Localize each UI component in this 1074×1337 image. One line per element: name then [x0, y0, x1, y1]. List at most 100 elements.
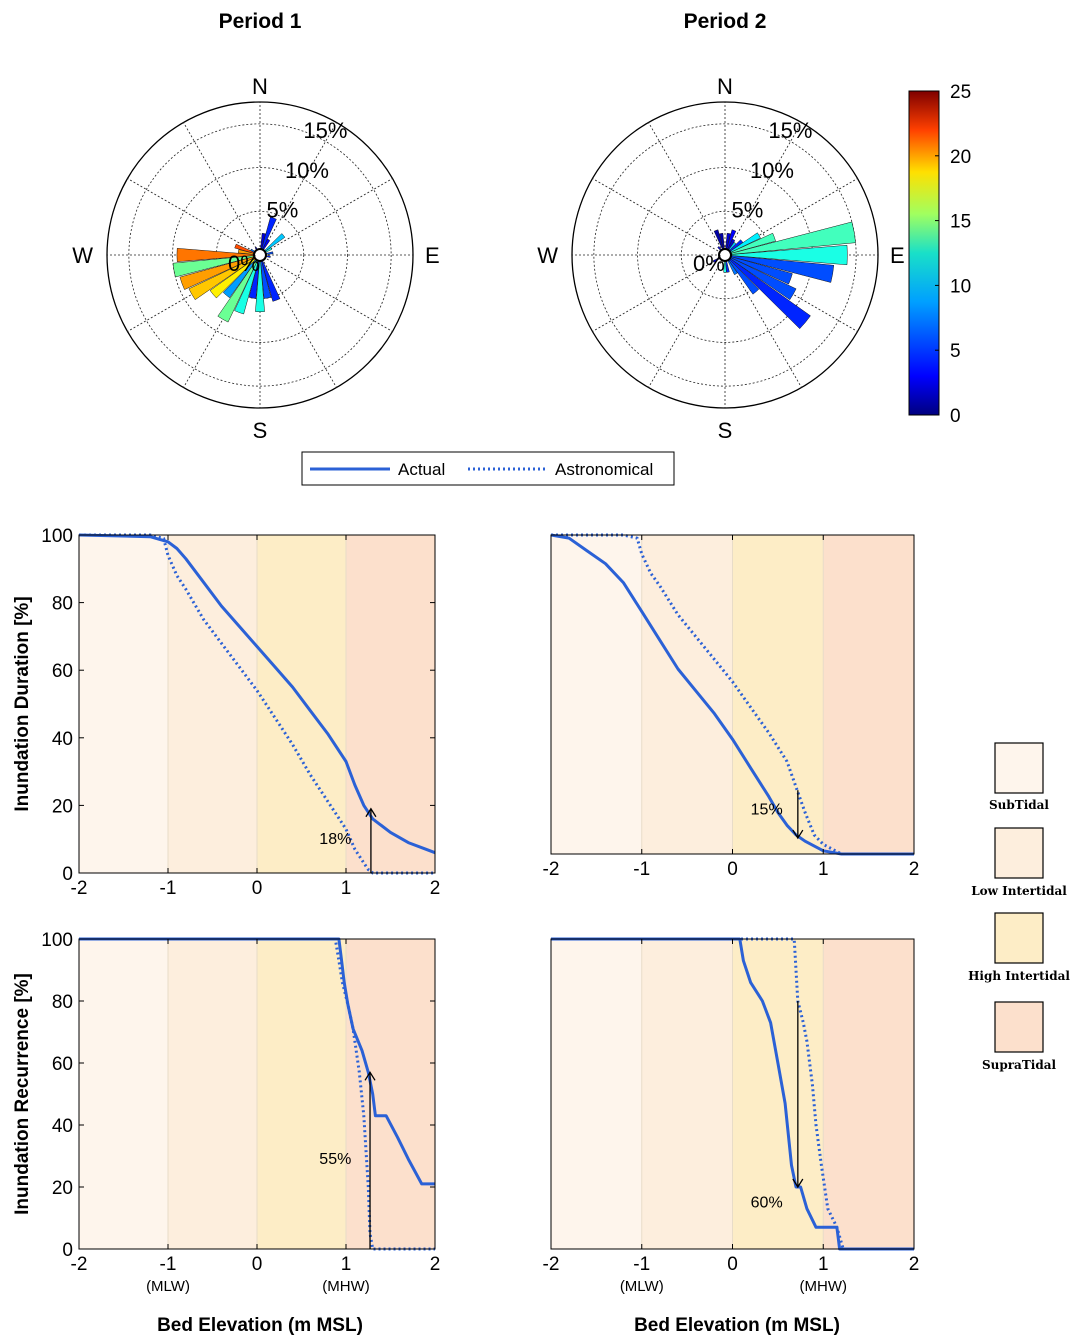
compass-e: E [425, 243, 440, 268]
x-tick-label: -2 [543, 1254, 560, 1275]
colorbar-tick-label: 15 [950, 212, 971, 233]
zone-band [257, 535, 346, 873]
legend-astronomical-label: Astronomical [555, 460, 653, 479]
rose-petal [259, 254, 272, 299]
x-tick-label: 0 [252, 1254, 263, 1275]
zone-label-supratidal: SupraTidal [982, 1058, 1057, 1072]
rose-petal [724, 254, 797, 301]
compass-e: E [890, 243, 905, 268]
rose-ring-label: 0% [228, 251, 260, 276]
xlabel-right: Bed Elevation (m MSL) [634, 1315, 840, 1336]
rose-petal [209, 254, 261, 299]
zone-swatch-supratidal [994, 1001, 1044, 1053]
zone-swatch-high-intertidal [994, 912, 1044, 964]
rose-spoke [724, 122, 802, 256]
series-astronomical [551, 937, 914, 1251]
rose-spoke [592, 178, 726, 256]
y-tick-label: 40 [52, 729, 73, 750]
zone-band [641, 535, 733, 854]
zone-swatch-subtidal [994, 742, 1044, 794]
series-actual [79, 937, 435, 1186]
x-tick-label: 2 [430, 878, 441, 899]
annotation-label: 15% [751, 801, 783, 818]
rose-petal [179, 254, 261, 290]
xlabel-left: Bed Elevation (m MSL) [157, 1315, 363, 1336]
zone-band [823, 939, 914, 1249]
y-tick-label: 100 [41, 526, 73, 547]
rose-spoke [259, 178, 393, 256]
zone-band [79, 939, 168, 1249]
rose-spoke [259, 254, 393, 332]
rose-chart-period-2: 0% 5% 10% 15% N E S W [537, 74, 904, 443]
y-axis-label: Inundation Recurrence [%] [12, 973, 33, 1215]
rose-ring-label: 15% [768, 118, 812, 143]
zone-band [732, 535, 824, 854]
x-tick-label: 1 [341, 878, 352, 899]
x-tick-label: 2 [430, 1254, 441, 1275]
zone-swatch-low-intertidal [994, 827, 1044, 879]
rose-petal [234, 254, 261, 315]
rose-center [718, 248, 732, 262]
zone-band [823, 535, 914, 854]
rose-ring-label: 10% [285, 158, 329, 183]
y-tick-label: 0 [62, 864, 73, 885]
rose-petal [172, 254, 261, 278]
series-legend: Actual Astronomical [301, 451, 675, 486]
x-tick-label: 0 [252, 878, 263, 899]
series-actual [78, 533, 436, 855]
y-tick-label: 80 [52, 594, 73, 615]
rose-petal [176, 248, 261, 262]
rose-petal [222, 254, 261, 299]
colorbar: 0 5 10 15 20 25 [908, 82, 971, 427]
zone-label-low-intertidal: Low Intertidal [971, 884, 1067, 898]
compass-n: N [252, 74, 268, 99]
y-tick-label: 60 [52, 661, 73, 682]
x-tick-sublabel: (MHW) [322, 1278, 369, 1295]
rose-petal [724, 254, 760, 295]
annotation-label: 60% [751, 1195, 783, 1212]
x-tick-label: -1 [160, 878, 177, 899]
x-tick-sublabel: (MLW) [620, 1278, 664, 1295]
x-tick-label: -1 [160, 1254, 177, 1275]
zone-band [79, 535, 168, 873]
y-tick-label: 20 [52, 1178, 73, 1199]
colorbar-tick-label: 25 [950, 82, 971, 103]
rose-petal [724, 254, 835, 283]
rose-petal [723, 254, 727, 273]
x-tick-label: 0 [727, 859, 738, 880]
y-tick-label: 100 [41, 930, 73, 951]
colorbar-tick-label: 20 [950, 147, 971, 168]
x-tick-sublabel: (MHW) [800, 1278, 847, 1295]
y-tick-label: 60 [52, 1054, 73, 1075]
rose-spoke [648, 122, 726, 256]
rose-spoke [183, 122, 261, 256]
annotation-label: 18% [319, 831, 351, 848]
rose-spoke [259, 122, 337, 256]
compass-w: W [537, 243, 558, 268]
x-tick-label: 0 [727, 1254, 738, 1275]
rose-petal [259, 233, 286, 256]
series-actual [550, 533, 914, 856]
zone-band [168, 939, 257, 1249]
rose-ring-label: 15% [303, 118, 347, 143]
annotation-arrowhead [364, 1071, 376, 1081]
panel-recurrence-period-1: 55%-2 -1(MLW)0 1(MHW)2020406080100Inundati… [12, 930, 440, 1295]
colorbar-tick-label: 10 [950, 276, 971, 297]
x-tick-label: 1 [818, 859, 829, 880]
zone-band [346, 939, 435, 1249]
x-tick-label: -1 [633, 1254, 650, 1275]
colorbar-tick-label: 5 [950, 341, 961, 362]
rose-ring-label: 5% [266, 197, 298, 222]
x-tick-label: -2 [71, 878, 88, 899]
zone-band [168, 535, 257, 873]
colorbar-gradient [908, 90, 940, 416]
rose-ring-label: 10% [750, 158, 794, 183]
x-tick-label: 1 [341, 1254, 352, 1275]
y-tick-label: 20 [52, 796, 73, 817]
rose-ring [128, 123, 392, 387]
x-tick-label: 1 [818, 1254, 829, 1275]
rose-ring-label: 5% [731, 197, 763, 222]
rose-petal [217, 254, 261, 323]
x-tick-label: -2 [71, 1254, 88, 1275]
